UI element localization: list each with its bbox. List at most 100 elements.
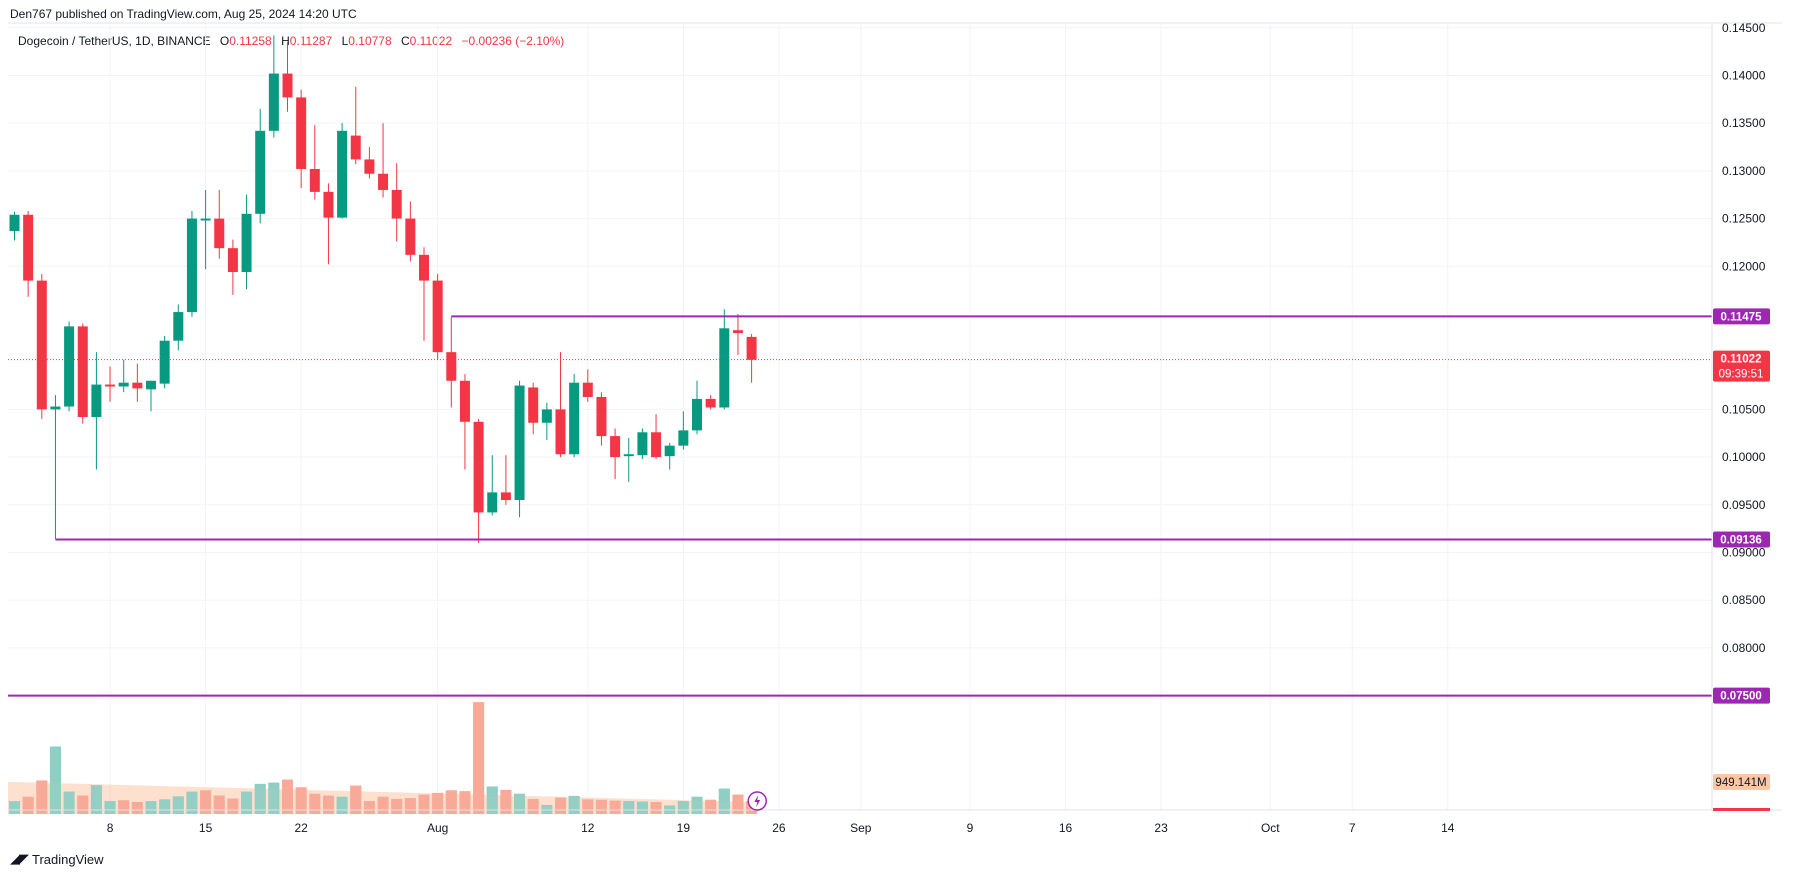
symbol-legend[interactable]: Dogecoin / TetherUS, 1D, BINANCE O0.1125… xyxy=(18,34,564,48)
volume-bar-overlay xyxy=(49,746,61,814)
candle-body xyxy=(64,326,75,407)
axes[interactable]: 0.14500 0.14000 0.13500 0.13000 0.12500 0.120… xyxy=(8,21,1782,835)
close-label: C xyxy=(401,34,410,48)
level-price-tag: 0.09136 xyxy=(1713,531,1770,548)
candle-body xyxy=(732,330,743,334)
candle-body xyxy=(173,312,184,341)
volume-bar-overlay xyxy=(268,782,280,814)
level-tag-label: 0.09136 xyxy=(1720,535,1762,547)
price-tick-label: 0.08000 xyxy=(1722,641,1766,655)
publish-info: Den767 published on TradingView.com, Aug… xyxy=(10,7,357,21)
candle-body xyxy=(528,387,539,423)
candle-body xyxy=(582,382,593,397)
lightning-icon[interactable] xyxy=(747,791,767,811)
candle-body xyxy=(23,214,34,281)
candle-body xyxy=(91,384,102,418)
low-value: 0.10778 xyxy=(348,34,392,48)
time-tick-label: 8 xyxy=(107,821,114,835)
time-tick-label: Oct xyxy=(1261,821,1280,835)
volume-bar-overlay xyxy=(309,793,321,814)
level-tag-bg xyxy=(1713,687,1770,704)
candle-body xyxy=(323,191,334,218)
candle-body xyxy=(459,380,470,422)
volume-bar-overlay xyxy=(445,790,457,814)
time-tick-label: 14 xyxy=(1441,821,1455,835)
candle-body xyxy=(241,213,252,273)
candle-body xyxy=(678,430,689,446)
volume-bar-overlay xyxy=(350,785,362,814)
volume-bar-overlay xyxy=(282,779,293,814)
candle-body xyxy=(719,328,730,408)
tradingview-logo[interactable]: ◢◤ TradingView xyxy=(10,851,104,867)
candle-body xyxy=(105,384,116,387)
volume-bar-overlay xyxy=(473,702,485,814)
candle-body xyxy=(146,380,156,390)
change-value: −0.00236 (−2.10%) xyxy=(461,34,565,48)
time-tick-label: 23 xyxy=(1154,821,1168,835)
time-tick-label: 15 xyxy=(199,821,213,835)
candle-body xyxy=(9,214,20,231)
volume-bar-overlay xyxy=(582,799,594,814)
countdown-label: 09:39:51 xyxy=(1719,369,1764,381)
price-tick-label: 0.12500 xyxy=(1722,212,1766,226)
volume-bar-overlay xyxy=(131,801,143,814)
volume-bar-overlay xyxy=(718,788,730,814)
volume-bar-overlay xyxy=(732,794,744,814)
candle-body xyxy=(500,492,511,501)
volume-bar-overlay xyxy=(363,801,375,814)
time-tick-label: 26 xyxy=(772,821,786,835)
volume-bar-overlay xyxy=(377,796,389,814)
volume-bar-overlay xyxy=(336,796,348,814)
last-price-tag-bg xyxy=(1713,350,1770,382)
volume-bar-overlay xyxy=(9,801,20,814)
volume-bar-overlay xyxy=(486,786,498,814)
volume-bar-overlay xyxy=(568,795,580,814)
candle-body xyxy=(50,406,61,410)
volume-bar-overlay xyxy=(159,799,171,814)
tradingview-brand: TradingView xyxy=(32,851,104,867)
time-tick-label: Aug xyxy=(427,821,448,835)
volume-bar-overlay xyxy=(186,791,198,814)
last-price-tag-label: 0.11022 xyxy=(1721,354,1762,366)
open-label: O xyxy=(219,34,230,48)
candle-body xyxy=(268,73,279,131)
close-value: 0.11022 xyxy=(409,34,453,48)
volume-bar-overlay xyxy=(391,798,403,814)
volume-bar-overlay xyxy=(705,799,717,814)
volume-bar-overlay xyxy=(418,794,430,814)
volume-bar-overlay xyxy=(213,795,225,814)
high-label: H xyxy=(281,34,290,48)
volume-bar-overlay xyxy=(118,800,130,814)
candle-body xyxy=(419,254,429,281)
volume-tag-bg xyxy=(1713,774,1770,790)
candle-body xyxy=(651,432,662,458)
candle-body xyxy=(692,398,702,431)
time-tick-label: 12 xyxy=(581,821,595,835)
time-tick-label: 19 xyxy=(677,821,691,835)
candle-body xyxy=(255,130,266,214)
volume-bar-overlay xyxy=(500,789,512,814)
candle-body xyxy=(473,421,484,513)
volume-bar-overlay xyxy=(541,804,553,814)
volume-bar-overlay xyxy=(227,798,239,814)
candle-body xyxy=(391,189,402,219)
symbol-name[interactable]: Dogecoin / TetherUS, 1D, BINANCE xyxy=(18,34,211,48)
volume-bar-overlay xyxy=(404,798,416,814)
volume-bar-overlay xyxy=(200,790,212,814)
price-tick-label: 0.08500 xyxy=(1722,593,1766,607)
candle-body xyxy=(296,97,307,169)
volume-bar-overlay xyxy=(623,801,635,814)
volume-bar-overlay xyxy=(527,798,539,814)
volume-bar-overlay xyxy=(609,800,621,814)
high-value: 0.11287 xyxy=(289,34,333,48)
volume-tag-label: 949.141M xyxy=(1715,777,1766,789)
horizontal-levels[interactable]: 0.11475 0.09136 0.07500 xyxy=(8,308,1770,704)
candle-body xyxy=(705,398,716,408)
level-tag-bg xyxy=(1713,308,1770,325)
grid xyxy=(8,23,1712,810)
candle-body xyxy=(555,409,566,455)
volume-bar-overlay xyxy=(172,796,184,814)
price-tick-label: 0.09500 xyxy=(1722,498,1766,512)
level-tag-label: 0.11475 xyxy=(1721,311,1763,323)
